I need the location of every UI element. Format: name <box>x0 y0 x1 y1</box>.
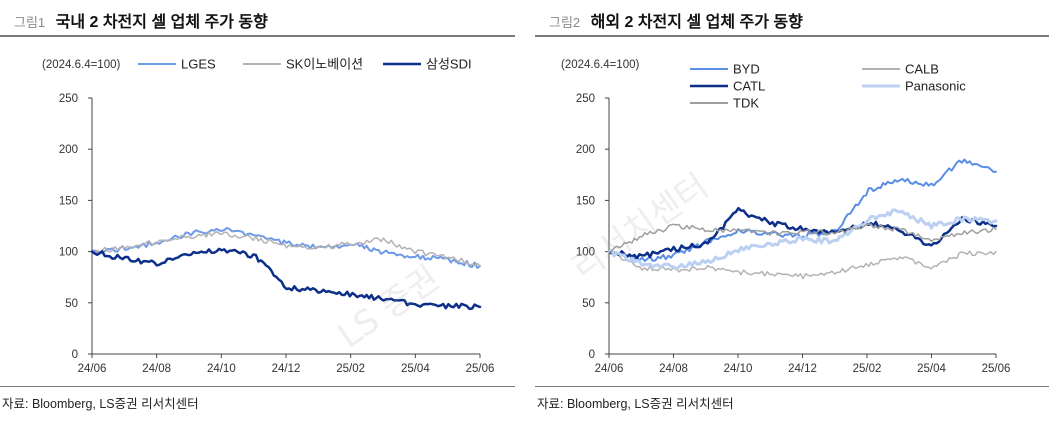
series-line-4 <box>608 223 997 253</box>
series-line-1 <box>91 230 481 267</box>
legend-label: TDK <box>733 96 759 111</box>
y-tick-label: 0 <box>589 349 595 361</box>
y-tick-label: 50 <box>65 298 78 310</box>
x-tick-label: 24/12 <box>788 363 817 375</box>
y-tick-label: 100 <box>59 247 78 259</box>
x-tick-label: 25/04 <box>917 363 946 375</box>
legend-label: CALB <box>905 62 939 77</box>
y-tick-label: 50 <box>582 298 595 310</box>
source-note: 자료: Bloomberg, LS증권 리서치센터 <box>2 397 199 411</box>
y-tick-label: 0 <box>72 349 78 361</box>
figure-tag: 그림1 <box>14 15 46 30</box>
line-chart-overseas: (2024.6.4=100) 0 50 100 150 200 250 24/06 24/08 2… <box>561 59 1011 375</box>
y-tick-label: 150 <box>59 195 78 207</box>
legend-label: BYD <box>733 62 760 77</box>
x-tick-label: 24/06 <box>595 363 624 375</box>
series-line-2 <box>90 247 482 311</box>
y-tick-label: 250 <box>59 93 78 105</box>
header-divider <box>535 35 1049 37</box>
source-note: 자료: Bloomberg, LS증권 리서치센터 <box>537 397 734 411</box>
legend-label: LGES <box>181 57 216 72</box>
figure-panel-left: 그림1 국내 2 차전지 셀 업체 주가 동향 (2024.6.4=100) 0 5… <box>0 0 515 426</box>
y-tick-label: 200 <box>576 144 595 156</box>
y-tick-label: 100 <box>576 247 595 259</box>
x-tick-label: 24/10 <box>207 363 236 375</box>
figure-panel-right: 그림2 해외 2 차전지 셀 업체 주가 동향 (2024.6.4=100) 0 5… <box>535 0 1049 426</box>
legend-label: SK이노베이션 <box>286 57 363 72</box>
series-line-2 <box>607 206 998 260</box>
figure-title: 국내 2 차전지 셀 업체 주가 동향 <box>55 14 268 31</box>
legend-label: 삼성SDI <box>426 57 472 72</box>
header-divider <box>0 35 515 37</box>
series-line-0 <box>608 158 997 262</box>
figure-title: 해외 2 차전지 셀 업체 주가 동향 <box>590 14 803 31</box>
legend-label: CATL <box>733 79 765 94</box>
x-tick-label: 25/06 <box>982 363 1011 375</box>
line-chart-domestic: (2024.6.4=100) 0 50 100 150 200 250 24/06 24/08 2… <box>42 57 495 376</box>
figure-header: 그림1 국내 2 차전지 셀 업체 주가 동향 <box>14 8 268 32</box>
x-tick-label: 25/06 <box>466 363 495 375</box>
figure-tag: 그림2 <box>549 15 581 30</box>
y-tick-label: 200 <box>59 144 78 156</box>
base-note: (2024.6.4=100) <box>42 59 120 71</box>
x-tick-label: 24/12 <box>272 363 301 375</box>
x-tick-label: 25/02 <box>336 363 365 375</box>
footer-divider <box>0 386 515 387</box>
x-tick-label: 24/10 <box>724 363 753 375</box>
figure-header: 그림2 해외 2 차전지 셀 업체 주가 동향 <box>549 8 803 32</box>
x-tick-label: 24/06 <box>78 363 107 375</box>
y-tick-label: 250 <box>576 93 595 105</box>
base-note: (2024.6.4=100) <box>561 59 639 71</box>
x-tick-label: 24/08 <box>659 363 688 375</box>
x-tick-label: 24/08 <box>142 363 171 375</box>
footer-divider <box>535 386 1049 387</box>
x-tick-label: 25/04 <box>401 363 430 375</box>
x-tick-label: 25/02 <box>853 363 882 375</box>
legend-label: Panasonic <box>905 79 966 94</box>
series-line-3 <box>607 208 998 271</box>
y-tick-label: 150 <box>576 195 595 207</box>
